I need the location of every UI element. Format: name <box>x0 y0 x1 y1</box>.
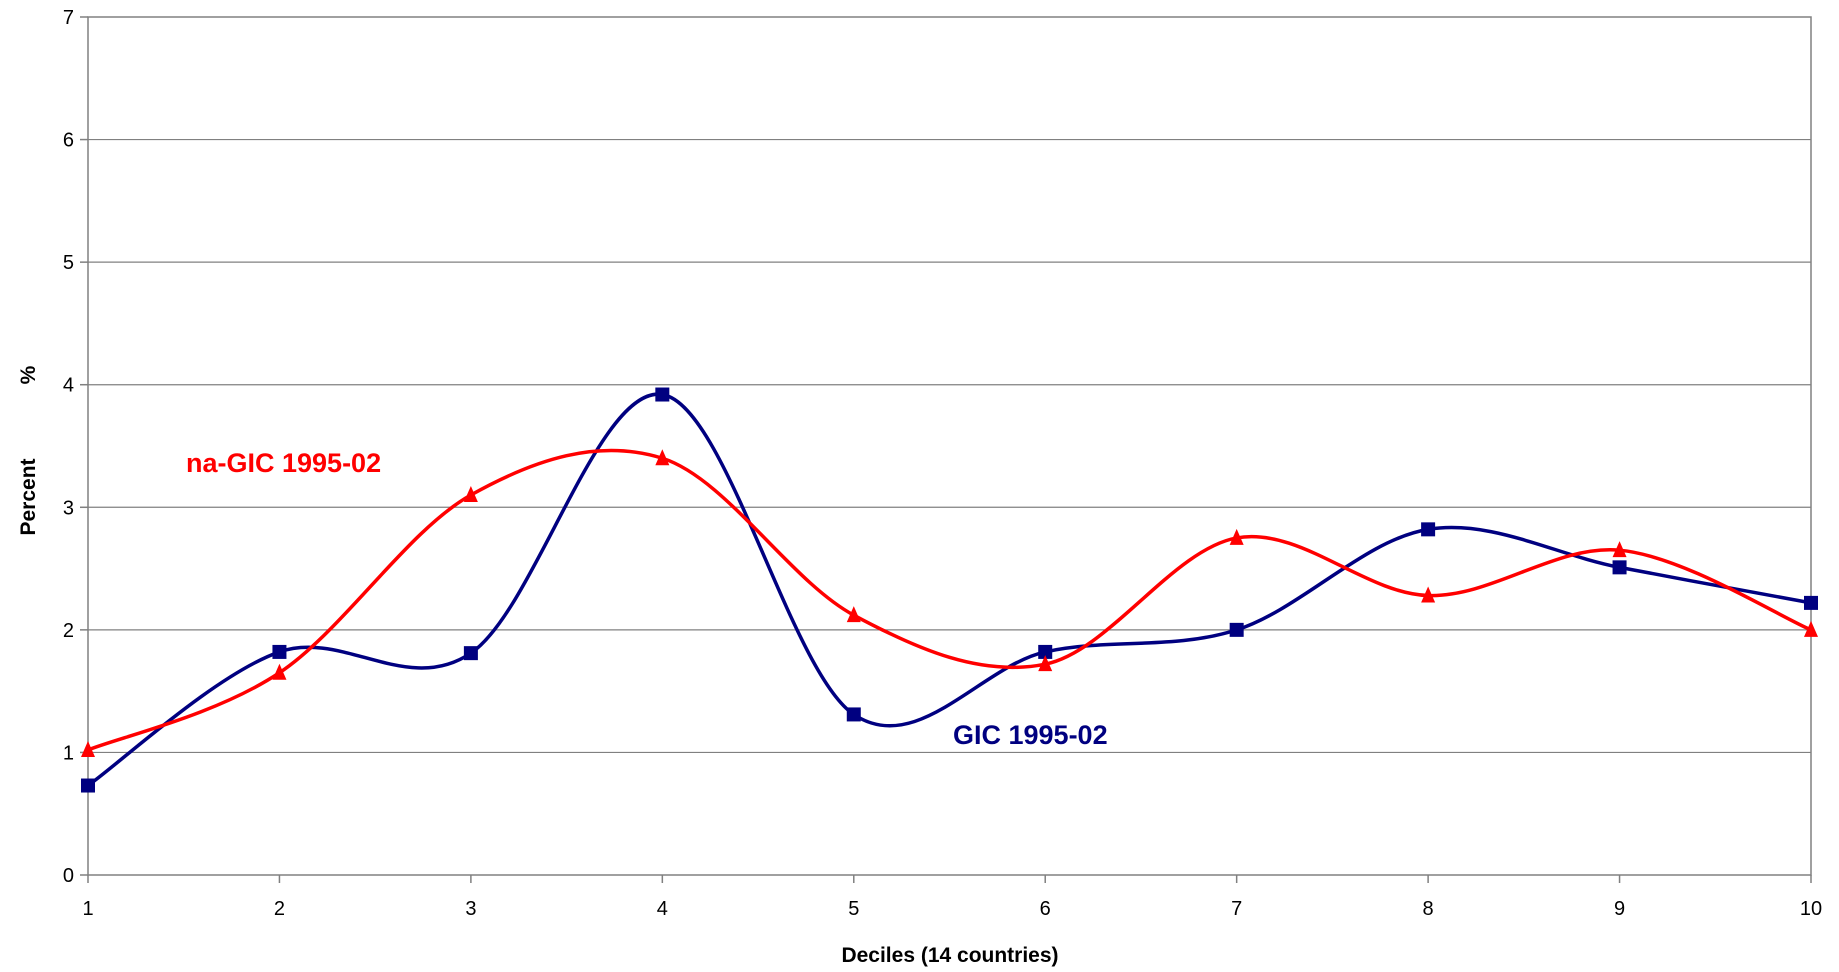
x-tick-label: 3 <box>465 898 476 920</box>
series-label-gic: GIC 1995-02 <box>953 720 1108 750</box>
x-tick-label: 7 <box>1231 898 1242 920</box>
y-tick-label: 7 <box>63 7 74 29</box>
data-point-na-gic-1995-02 <box>272 663 287 680</box>
x-tick-label: 4 <box>657 898 668 920</box>
x-axis-ticks: 1 2 3 4 5 6 7 8 9 10 <box>82 875 1822 920</box>
y-axis-title: Percent <box>17 458 40 535</box>
data-point-na-gic-1995-02 <box>1804 620 1818 637</box>
data-point-na-gic-1995-02 <box>1229 528 1244 545</box>
data-point-na-gic-1995-02 <box>655 449 670 466</box>
data-point-na-gic-1995-02 <box>1421 586 1436 603</box>
x-tick-label: 5 <box>848 898 859 920</box>
y-tick-label: 1 <box>63 742 74 764</box>
data-point-gic-1995-02 <box>1804 595 1818 610</box>
data-point-gic-1995-02 <box>1612 560 1627 575</box>
data-point-gic-1995-02 <box>81 778 95 793</box>
data-point-na-gic-1995-02 <box>1038 655 1053 672</box>
data-point-na-gic-1995-02 <box>463 486 478 503</box>
x-tick-label: 9 <box>1614 898 1625 920</box>
series-line-gic-1995-02 <box>86 392 1813 788</box>
x-axis-title: Deciles (14 countries) <box>841 944 1058 967</box>
data-point-gic-1995-02 <box>1229 622 1244 637</box>
y-axis-ticks: 0 1 2 3 4 5 6 7 <box>63 7 88 887</box>
data-point-na-gic-1995-02 <box>846 606 861 623</box>
data-point-gic-1995-02 <box>272 644 287 659</box>
series-line-na-gic-1995-02 <box>86 448 1813 752</box>
y-tick-label: 5 <box>63 252 74 274</box>
y-tick-label: 3 <box>63 497 74 519</box>
data-point-na-gic-1995-02 <box>1612 541 1627 558</box>
series-layer <box>81 387 1818 793</box>
x-tick-label: 10 <box>1800 898 1822 920</box>
y-tick-label: 2 <box>63 620 74 642</box>
plot-area <box>87 16 1812 876</box>
x-tick-label: 8 <box>1423 898 1434 920</box>
y-axis-unit: % <box>17 365 40 384</box>
data-point-gic-1995-02 <box>846 707 861 722</box>
x-tick-label: 1 <box>82 898 93 920</box>
data-point-gic-1995-02 <box>1038 644 1053 659</box>
data-point-gic-1995-02 <box>463 646 478 661</box>
data-point-na-gic-1995-02 <box>81 740 95 757</box>
series-label-na-gic: na-GIC 1995-02 <box>186 448 381 478</box>
x-tick-label: 6 <box>1040 898 1051 920</box>
y-tick-label: 0 <box>63 865 74 887</box>
gridlines <box>88 138 1811 754</box>
data-point-gic-1995-02 <box>655 387 670 402</box>
data-point-gic-1995-02 <box>1421 522 1436 537</box>
y-tick-label: 4 <box>63 375 74 397</box>
x-tick-label: 2 <box>274 898 285 920</box>
y-tick-label: 6 <box>63 130 74 152</box>
